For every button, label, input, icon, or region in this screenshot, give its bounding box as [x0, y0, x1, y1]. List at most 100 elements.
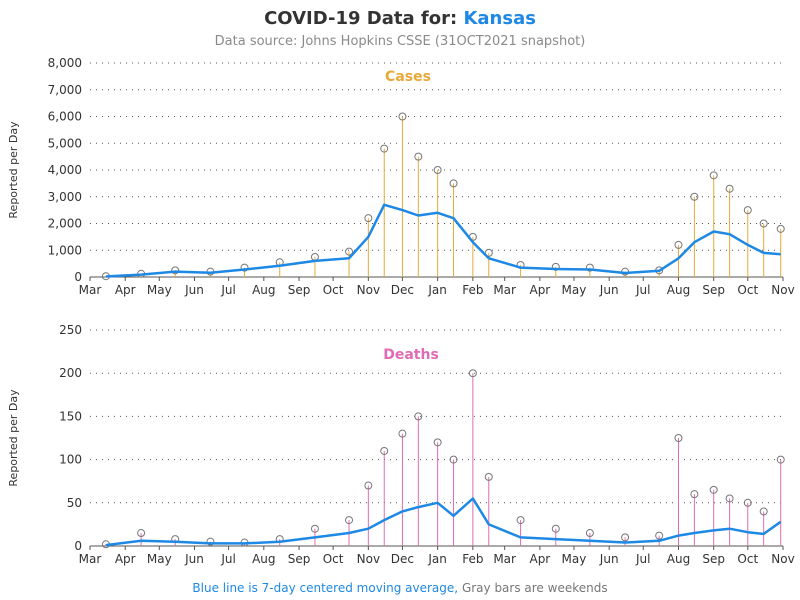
deaths-y-tick-label: 100	[59, 453, 82, 467]
deaths-x-tick-label: Feb	[462, 552, 483, 566]
cases-x-tick-label: Feb	[462, 283, 483, 297]
deaths-point	[484, 472, 493, 481]
cases-x-tick-label: Aug	[252, 283, 275, 297]
deaths-y-tick-label: 250	[59, 323, 82, 337]
cases-point	[398, 112, 407, 121]
deaths-point	[414, 412, 423, 421]
cases-y-tick-label: 4,000	[48, 163, 82, 177]
deaths-point	[759, 507, 768, 516]
cases-y-tick-label: 5,000	[48, 136, 82, 150]
deaths-point	[655, 531, 664, 540]
deaths-point	[310, 524, 319, 533]
chart-subtitle: Data source: Johns Hopkins CSSE (31OCT20…	[215, 34, 586, 49]
cases-point	[484, 248, 493, 257]
deaths-y-tick-label: 200	[59, 366, 82, 380]
deaths-moving-average-line	[105, 497, 782, 547]
deaths-x-tick-label: Apr	[529, 552, 550, 566]
cases-x-tick-label: Apr	[115, 283, 136, 297]
deaths-point	[743, 498, 752, 507]
deaths-x-tick-label: May	[562, 552, 587, 566]
deaths-point	[776, 455, 785, 464]
cases-x-tick-label: Jul	[220, 283, 235, 297]
deaths-x-tick-label: Aug	[667, 552, 690, 566]
cases-y-tick-label: 8,000	[48, 56, 82, 70]
cases-x-tick-label: Sep	[288, 283, 311, 297]
cases-y-axis-label: Reported per Day	[7, 121, 20, 219]
deaths-panel: Deaths Reported per Day 0 50 100 150 200 250 M…	[7, 323, 795, 566]
cases-x-tick-label: Dec	[391, 283, 414, 297]
chart-title: COVID-19 Data for: Kansas	[264, 8, 536, 29]
deaths-y-tick-label: 0	[74, 539, 82, 553]
cases-x-tick-label: Apr	[529, 283, 550, 297]
cases-point	[776, 224, 785, 233]
cases-point	[674, 240, 683, 249]
deaths-x-tick-label: Sep	[288, 552, 311, 566]
deaths-point	[551, 524, 560, 533]
title-state: Kansas	[463, 8, 535, 29]
cases-point	[449, 179, 458, 188]
cases-y-tick-label: 2,000	[48, 217, 82, 231]
deaths-point	[516, 516, 525, 525]
deaths-point	[398, 429, 407, 438]
cases-panel: Cases Reported per Day 0 1,000 2,000 3,000 4…	[7, 56, 795, 297]
deaths-point	[137, 529, 146, 538]
cases-point	[551, 262, 560, 271]
deaths-x-tick-label: Mar	[79, 552, 102, 566]
deaths-x-tick-label: Jun	[599, 552, 619, 566]
cases-point	[743, 206, 752, 215]
deaths-point	[709, 485, 718, 494]
cases-point	[345, 247, 354, 256]
deaths-y-tick-label: 50	[67, 496, 82, 510]
cases-y-tick-label: 7,000	[48, 83, 82, 97]
cases-x-tick-label: Nov	[771, 283, 794, 297]
cases-x-tick-label: Jun	[599, 283, 619, 297]
cases-point	[171, 266, 180, 275]
deaths-point	[725, 494, 734, 503]
cases-point	[240, 263, 249, 272]
footer-blue-note: Blue line is 7-day centered moving avera…	[192, 581, 458, 595]
cases-x-tick-label: Jan	[427, 283, 447, 297]
deaths-x-tick-label: Jul	[635, 552, 650, 566]
cases-point	[690, 192, 699, 201]
cases-x-tick-label: Aug	[667, 283, 690, 297]
deaths-y-tick-label: 150	[59, 409, 82, 423]
deaths-x-tick-label: Jun	[184, 552, 204, 566]
deaths-x-tick-label: Oct	[737, 552, 758, 566]
deaths-point	[585, 529, 594, 538]
deaths-point	[380, 446, 389, 455]
cases-point	[433, 166, 442, 174]
footer-gray-note: Gray bars are weekends	[462, 581, 608, 595]
deaths-x-tick-label: May	[147, 552, 172, 566]
deaths-x-tick-label: Jul	[220, 552, 235, 566]
cases-x-tick-label: Jun	[184, 283, 204, 297]
deaths-point	[433, 438, 442, 447]
cases-point	[585, 263, 594, 272]
deaths-point	[449, 455, 458, 464]
deaths-point	[345, 516, 354, 525]
deaths-point	[621, 533, 630, 542]
cases-x-tick-label: Mar	[79, 283, 102, 297]
cases-panel-title: Cases	[385, 69, 431, 85]
deaths-point	[674, 434, 683, 442]
deaths-x-tick-label: Oct	[323, 552, 344, 566]
cases-x-tick-label: May	[562, 283, 587, 297]
deaths-x-tick-label: Dec	[391, 552, 414, 566]
cases-x-tick-label: Oct	[737, 283, 758, 297]
deaths-y-axis-label: Reported per Day	[7, 389, 20, 487]
cases-moving-average-line	[105, 203, 781, 278]
cases-x-tick-label: Sep	[702, 283, 725, 297]
cases-x-tick-label: Nov	[357, 283, 380, 297]
deaths-x-tick-label: Apr	[115, 552, 136, 566]
deaths-point	[364, 481, 373, 490]
cases-point	[709, 171, 718, 180]
cases-y-tick-label: 3,000	[48, 190, 82, 204]
deaths-x-tick-label: Mar	[493, 552, 516, 566]
cases-point	[725, 184, 734, 193]
deaths-point	[206, 537, 215, 546]
deaths-point	[690, 490, 699, 499]
cases-y-tick-label: 1,000	[48, 243, 82, 257]
deaths-x-tick-label: Nov	[771, 552, 794, 566]
cases-point	[759, 219, 768, 228]
cases-point	[380, 144, 389, 153]
